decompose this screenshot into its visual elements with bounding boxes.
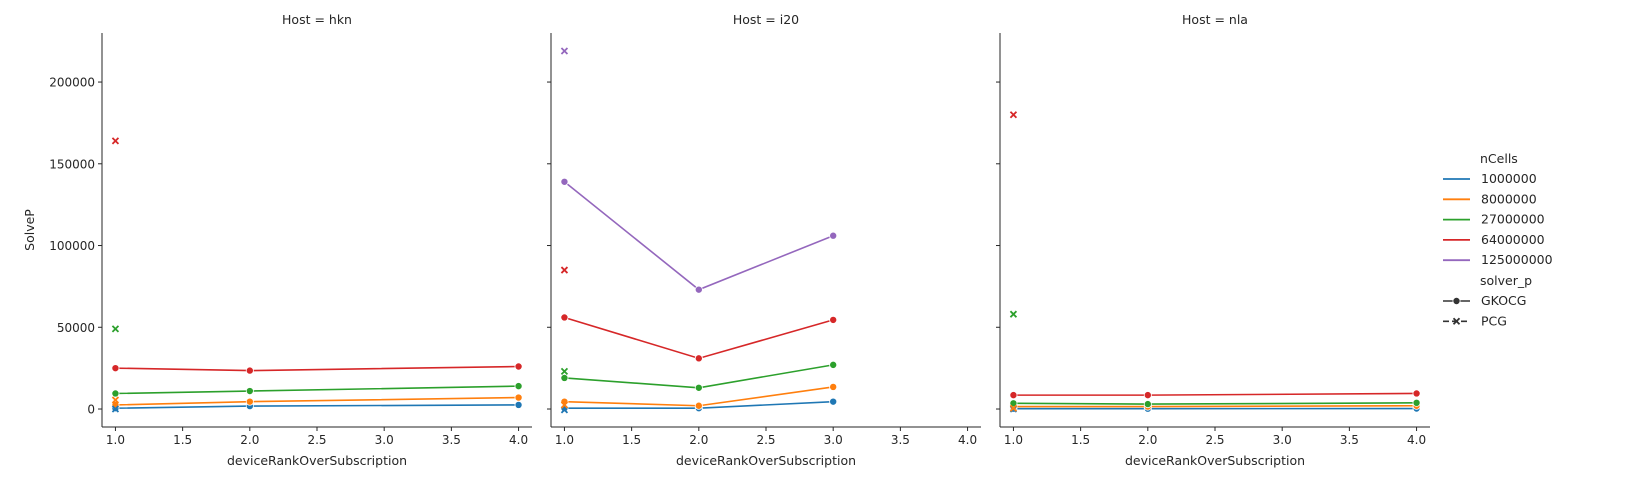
facet-nla-x-tick-label: 2.5: [1205, 433, 1224, 447]
legend-label-1000000: 1000000: [1481, 171, 1537, 186]
facet-nla-series-8000000-gkocg-line: [1013, 404, 1417, 408]
facet-nla-series-64000000-gkocg-line: [1013, 392, 1417, 396]
facet-nla-x-tick-label: 2.0: [1138, 433, 1157, 447]
facet-nla-series-8000000-pcg-point: [1009, 404, 1018, 412]
facet-nla-series-27000000-gkocg-point: [1009, 399, 1018, 408]
facet-hkn-series-8000000-pcg-point: [111, 396, 120, 404]
facet-hkn-x-tick-label: 4.0: [509, 433, 528, 447]
facet-hkn-series-1000000-pcg-point: [111, 405, 120, 413]
facet-hkn-x-tick-label: 2.5: [307, 433, 326, 447]
legend-marker-pcg: [1452, 317, 1461, 325]
facet-i20-series-27000000-gkocg-point: [694, 383, 703, 392]
facet-i20-series-125000000-gkocg-point: [829, 231, 838, 240]
facet-i20-x-tick-label: 4.0: [958, 433, 977, 447]
facet-hkn-series-8000000-gkocg-point: [245, 397, 254, 406]
facet-i20-x-tick-label: 2.0: [689, 433, 708, 447]
facet-nla-x-tick-label: 3.5: [1340, 433, 1359, 447]
facet-hkn-x-tick-label: 1.0: [106, 433, 125, 447]
legend-label-8000000: 8000000: [1481, 191, 1537, 206]
facet-hkn-series-27000000-gkocg-point: [111, 389, 120, 398]
facet-i20-title: Host = i20: [733, 12, 799, 27]
facet-i20-series-8000000-pcg-point: [560, 401, 569, 409]
facet-nla-series-27000000-gkocg-line: [1013, 402, 1417, 405]
facet-nla-series-64000000-gkocg-point: [1143, 391, 1152, 400]
facet-i20-series-27000000-gkocg-point: [560, 373, 569, 382]
facet-nla-series-27000000-gkocg-point: [1143, 400, 1152, 409]
facet-hkn-series-1000000-gkocg-line: [115, 404, 519, 409]
facet-hkn-series-27000000-gkocg-point: [245, 387, 254, 396]
facet-i20-series-8000000-gkocg-point: [694, 401, 703, 410]
facet-hkn-x-tick-label: 2.0: [240, 433, 259, 447]
facet-hkn-series-1000000-gkocg-point: [514, 400, 523, 409]
facet-i20-series-125000000-pcg-point: [560, 47, 569, 55]
legend-style-title: solver_p: [1480, 273, 1532, 288]
facet-i20-series-8000000-gkocg-point: [829, 382, 838, 391]
facet-i20-x-tick-label: 2.5: [756, 433, 775, 447]
facet-nla-title: Host = nla: [1182, 12, 1248, 27]
facet-nla-series-64000000-gkocg-point: [1009, 391, 1018, 400]
facet-nla-series-64000000-pcg-point: [1009, 111, 1018, 119]
legend-label-125000000: 125000000: [1481, 252, 1553, 267]
facet-i20-x-tick-label: 1.5: [622, 433, 641, 447]
legend-label-27000000: 27000000: [1481, 212, 1545, 227]
facet-i20-x-tick-label: 1.0: [555, 433, 574, 447]
facet-hkn-x-tick-label: 1.5: [173, 433, 192, 447]
facet-hkn-series-8000000-gkocg-point: [514, 393, 523, 402]
facet-i20-x-tick-label: 3.0: [824, 433, 843, 447]
facet-nla-series-27000000-gkocg-point: [1412, 398, 1421, 407]
facet-i20-series-64000000-gkocg-point: [829, 315, 838, 324]
facet-i20-x-tick-label: 3.5: [891, 433, 910, 447]
facet-i20-series-27000000-gkocg-point: [829, 360, 838, 369]
facet-hkn-y-tick-label: 100000: [49, 239, 95, 253]
facet-i20-series-64000000-gkocg-line: [564, 316, 834, 360]
facet-hkn-x-tick-label: 3.5: [442, 433, 461, 447]
facet-hkn-series-64000000-gkocg-line: [115, 365, 519, 372]
facet-nla-x-tick-label: 4.0: [1407, 433, 1426, 447]
facet-hkn-series-27000000-pcg-point: [111, 325, 120, 333]
facet-hkn-series-8000000-gkocg-line: [115, 396, 519, 406]
facet-nla-series-27000000-pcg-point: [1009, 310, 1018, 318]
facet-nla-x-tick-label: 3.0: [1273, 433, 1292, 447]
facet-hkn-title: Host = hkn: [282, 12, 352, 27]
facet-i20-series-1000000-gkocg-point: [829, 397, 838, 406]
facet-hkn-y-tick-label: 150000: [49, 157, 95, 171]
facet-hkn-series-64000000-gkocg-point: [514, 362, 523, 371]
facet-i20-series-64000000-gkocg-point: [560, 313, 569, 322]
legend-hue-title: nCells: [1480, 151, 1518, 166]
facet-i20-series-125000000-gkocg-point: [560, 177, 569, 186]
facet-nla-series-64000000-gkocg-point: [1412, 389, 1421, 398]
facet-hkn-x-tick-label: 3.0: [375, 433, 394, 447]
legend-marker-gkocg: [1452, 296, 1461, 305]
facet-hkn-y-tick-label: 0: [87, 403, 95, 417]
facet-hkn-series-27000000-gkocg-line: [115, 385, 519, 395]
facet-i20-series-27000000-pcg-point: [560, 367, 569, 376]
facet-i20-series-125000000-gkocg-line: [563, 181, 834, 291]
legend-label-gkocg: GKOCG: [1481, 293, 1526, 308]
facet-i20-x-label: deviceRankOverSubscription: [676, 453, 856, 468]
facet-nla-x-tick-label: 1.0: [1004, 433, 1023, 447]
facet-hkn-x-label: deviceRankOverSubscription: [227, 453, 407, 468]
facet-hkn-series-64000000-pcg-point: [111, 137, 120, 145]
facet-hkn-series-64000000-gkocg-point: [111, 364, 120, 373]
legend-label-64000000: 64000000: [1481, 232, 1545, 247]
facet-i20-series-125000000-gkocg-point: [694, 285, 703, 294]
facet-hkn-y-tick-label: 200000: [49, 76, 95, 90]
y-axis-label: SolveP: [22, 209, 37, 251]
facet-nla-x-tick-label: 1.5: [1071, 433, 1090, 447]
legend-label-pcg: PCG: [1481, 313, 1507, 328]
facet-hkn-y-tick-label: 50000: [57, 321, 95, 335]
facet-i20-series-64000000-pcg-point: [560, 266, 569, 274]
facet-hkn-series-27000000-gkocg-point: [514, 382, 523, 391]
facet-hkn-series-64000000-gkocg-point: [245, 366, 254, 375]
facet-i20-series-64000000-gkocg-point: [694, 354, 703, 363]
facet-nla-x-label: deviceRankOverSubscription: [1125, 453, 1305, 468]
